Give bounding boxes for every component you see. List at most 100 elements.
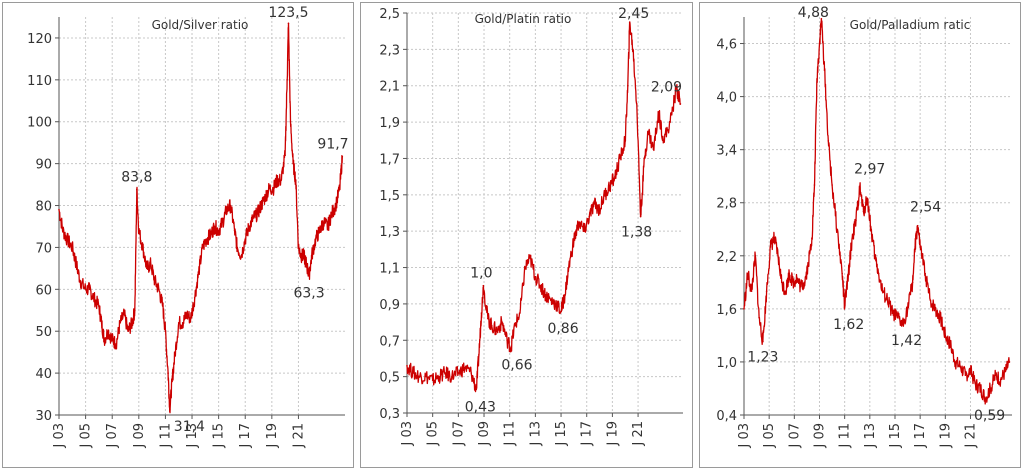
data-point: [510, 346, 512, 349]
x-tick-label: J 19: [605, 421, 620, 447]
data-point: [470, 372, 472, 374]
chart-title: Gold/Palladium ratic: [850, 18, 971, 32]
data-point: [171, 380, 173, 383]
data-point: [662, 139, 665, 142]
data-point: [896, 316, 899, 319]
data-point: [598, 208, 601, 211]
data-point: [322, 221, 325, 224]
data-point: [827, 140, 830, 142]
value-annotation: 123,5: [268, 5, 308, 21]
data-point: [647, 130, 650, 132]
data-point: [264, 196, 266, 198]
data-point: [886, 299, 889, 301]
data-point: [944, 334, 947, 337]
value-annotation: 1,23: [747, 350, 778, 366]
data-point: [593, 203, 596, 205]
data-point: [573, 239, 575, 242]
data-point: [762, 340, 764, 343]
data-point: [919, 246, 921, 248]
data-point: [999, 378, 1002, 381]
data-point: [635, 103, 638, 105]
data-point: [438, 375, 440, 378]
data-point: [189, 317, 192, 320]
data-point: [276, 179, 278, 182]
data-point: [974, 383, 977, 385]
data-point: [506, 339, 508, 342]
chart-title: Gold/Silver ratio: [152, 18, 249, 32]
value-annotation: 31,4: [174, 419, 205, 435]
data-point: [71, 246, 74, 249]
data-point: [157, 288, 160, 291]
data-point: [784, 290, 787, 292]
data-point: [969, 369, 972, 372]
value-annotation: 2,54: [910, 200, 941, 216]
data-point: [901, 323, 904, 326]
data-point: [874, 255, 876, 257]
value-annotation: 1,0: [470, 266, 492, 282]
x-tick-label: J 09: [477, 421, 492, 447]
data-point: [813, 184, 816, 186]
data-point: [583, 230, 585, 232]
y-tick-label: 30: [35, 409, 52, 424]
data-point: [66, 238, 68, 240]
data-point: [236, 246, 239, 249]
data-point: [225, 208, 228, 211]
data-point: [88, 288, 91, 291]
data-point: [314, 238, 317, 240]
data-point: [746, 272, 749, 275]
value-annotation: 0,43: [465, 399, 496, 415]
data-point: [98, 305, 100, 307]
y-tick-label: 1,6: [716, 303, 737, 318]
data-point: [185, 313, 188, 316]
data-point: [490, 324, 493, 327]
data-point: [1004, 369, 1007, 372]
series-line: [406, 21, 681, 393]
data-point: [820, 17, 823, 20]
data-point: [816, 78, 818, 80]
gold-platin-chart-panel: 0,3 0,5 0,7 0,9 1,1 1,3 1,5 1,7 1,9 2,1 2,3 2,5 J 03…: [360, 2, 693, 468]
y-tick-label: 2,2: [716, 250, 737, 265]
x-tick-label: J 13: [185, 423, 200, 449]
x-tick-label: J 17: [580, 421, 595, 447]
x-tick-label: J 13: [528, 421, 543, 447]
data-point: [679, 103, 682, 105]
data-point: [939, 316, 942, 319]
y-tick-label: 90: [35, 158, 52, 173]
y-tick-label: 0,9: [379, 298, 400, 313]
data-point: [870, 228, 872, 231]
x-tick-label: J 19: [938, 423, 953, 449]
data-point: [308, 274, 310, 277]
data-point: [431, 379, 434, 382]
x-tick-label: J 03: [400, 421, 415, 447]
data-point: [750, 290, 753, 292]
data-point: [412, 372, 415, 374]
data-point: [652, 148, 655, 151]
data-point: [326, 225, 329, 228]
data-point: [300, 255, 302, 257]
data-point: [496, 330, 498, 332]
data-point: [58, 208, 60, 211]
data-point: [796, 277, 798, 279]
data-point: [934, 308, 937, 310]
data-point: [330, 213, 333, 215]
data-point: [480, 312, 483, 314]
x-tick-label: J 15: [212, 423, 227, 449]
data-point: [851, 237, 854, 239]
data-point: [286, 79, 288, 81]
data-point: [305, 263, 308, 265]
data-point: [657, 112, 660, 114]
data-point: [425, 375, 428, 378]
data-point: [841, 272, 843, 275]
data-point: [167, 372, 169, 374]
data-point: [519, 312, 521, 314]
x-tick-label: J 05: [79, 423, 94, 449]
value-annotation: 4,88: [798, 5, 829, 21]
data-point: [444, 372, 447, 374]
gold-silver-chart-panel: 30 40 50 60 70 80 90 100 110 120 J 03 J 05 J 07 J 09 J…: [2, 2, 354, 468]
value-annotation: 83,8: [121, 170, 152, 186]
x-tick-label: J 09: [132, 423, 147, 449]
data-point: [153, 280, 156, 282]
y-tick-label: 1,5: [379, 189, 400, 204]
data-point: [769, 246, 772, 248]
y-tick-label: 0,3: [379, 407, 400, 422]
